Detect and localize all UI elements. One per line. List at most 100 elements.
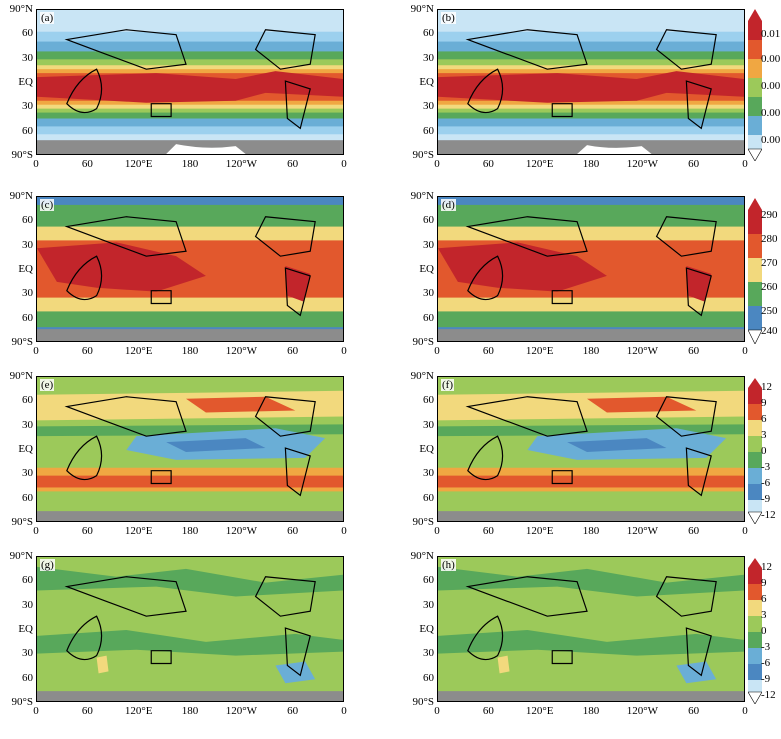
latitude-label: 90°N [410,370,434,382]
colorbar-tick-label: 12 [761,381,772,393]
colorbar-tick-label: 12 [761,561,772,573]
longitude-label: 120°E [124,158,153,170]
latitude-label: 90°S [412,336,434,348]
colorbar-temperature: 290 280 270 260 250 240 [748,198,781,344]
longitude-label: 120°E [525,525,554,537]
map-panel-d: (d) [437,196,745,342]
latitude-label: 90°S [412,696,434,708]
colorbar-tick-label: 9 [761,577,767,589]
latitude-label: 60 [423,671,434,684]
longitude-label: 60 [482,158,494,170]
colorbar-tick-label: -6 [761,477,771,489]
longitude-label: 180 [181,705,199,717]
map-panel-b: (b) [437,9,745,155]
wind-map [438,377,744,521]
colorbar-humidity: 0.01 0.00 0.00 0.00 0.00 [748,9,781,161]
longitude-label: 60 [688,345,700,357]
colorbar-difference-scale [748,558,762,704]
longitude-label: 120°W [626,158,658,170]
colorbar-tick-label: -12 [761,689,776,701]
longitude-label: 120°W [626,705,658,717]
panel-label: (f) [441,379,454,391]
colorbar-tick-label: 250 [761,305,778,317]
latitude-label: 60 [423,27,434,40]
colorbar-tick-label: -3 [761,461,771,473]
longitude-label: 0 [742,345,748,357]
latitude-label: 90°N [410,190,434,202]
longitude-label: 180 [181,345,199,357]
difference-map [37,557,343,701]
latitude-label: EQ [419,263,434,275]
latitude-label: 60 [423,394,434,407]
longitude-label: 180 [582,705,600,717]
latitude-label: 30 [22,467,33,480]
latitude-label: EQ [419,623,434,635]
colorbar-tick-label: -9 [761,673,771,685]
latitude-label: 90°N [9,370,33,382]
panel-label: (e) [40,379,55,391]
colorbar-tick-label: -12 [761,509,776,521]
latitude-label: 90°S [11,516,33,528]
latitude-label: 90°N [9,3,33,15]
latitude-label: 90°N [9,550,33,562]
longitude-label: 120°E [525,158,554,170]
latitude-label: 30 [423,51,434,64]
map-panel-f: (f) [437,376,745,522]
latitude-label: EQ [419,443,434,455]
longitude-label: 180 [181,158,199,170]
colorbar-wind-scale [748,378,762,524]
latitude-label: 60 [22,124,33,137]
colorbar-tick-label: 0.00 [761,53,781,65]
longitude-label: 0 [434,525,440,537]
longitude-label: 0 [341,705,347,717]
latitude-label: 30 [423,418,434,431]
panel-label: (d) [441,199,456,211]
colorbar-tick-label: 0.00 [761,80,781,92]
panel-label: (g) [40,559,55,571]
latitude-label: EQ [18,76,33,88]
latitude-label: 30 [22,647,33,660]
latitude-label: 30 [22,598,33,611]
longitude-label: 120°E [525,345,554,357]
longitude-label: 120°W [225,345,257,357]
longitude-label: 0 [33,345,39,357]
latitude-label: 60 [423,491,434,504]
colorbar-tick-label: 0 [761,625,767,637]
latitude-label: 90°N [410,3,434,15]
latitude-label: 90°S [412,516,434,528]
latitude-label: 30 [423,287,434,300]
wind-map [37,377,343,521]
longitude-label: 0 [33,158,39,170]
longitude-label: 0 [341,525,347,537]
latitude-label: 30 [22,100,33,113]
latitude-label: EQ [18,263,33,275]
latitude-label: 60 [22,491,33,504]
temperature-map [37,197,343,341]
latitude-label: 30 [423,238,434,251]
difference-map [438,557,744,701]
longitude-label: 0 [434,705,440,717]
colorbar-tick-label: -3 [761,641,771,653]
longitude-label: 60 [287,158,299,170]
latitude-label: 90°N [9,190,33,202]
colorbar-tick-label: 3 [761,429,767,441]
latitude-label: 30 [423,647,434,660]
longitude-label: 180 [181,525,199,537]
map-panel-h: (h) [437,556,745,702]
latitude-label: EQ [18,623,33,635]
colorbar-temperature-scale [748,198,762,344]
colorbar-wind: 12 9 6 3 0 -3 -6 -9 -12 [748,378,781,524]
longitude-label: 0 [33,705,39,717]
longitude-label: 120°W [225,705,257,717]
longitude-label: 180 [582,158,600,170]
latitude-label: 60 [423,311,434,324]
longitude-label: 60 [688,705,700,717]
latitude-label: 90°S [11,149,33,161]
colorbar-tick-label: 260 [761,281,778,293]
longitude-label: 60 [287,525,299,537]
map-panel-e: (e) [36,376,344,522]
latitude-label: 60 [22,27,33,40]
colorbar-tick-label: 9 [761,397,767,409]
panel-label: (b) [441,12,456,24]
colorbar-tick-label: 0 [761,445,767,457]
